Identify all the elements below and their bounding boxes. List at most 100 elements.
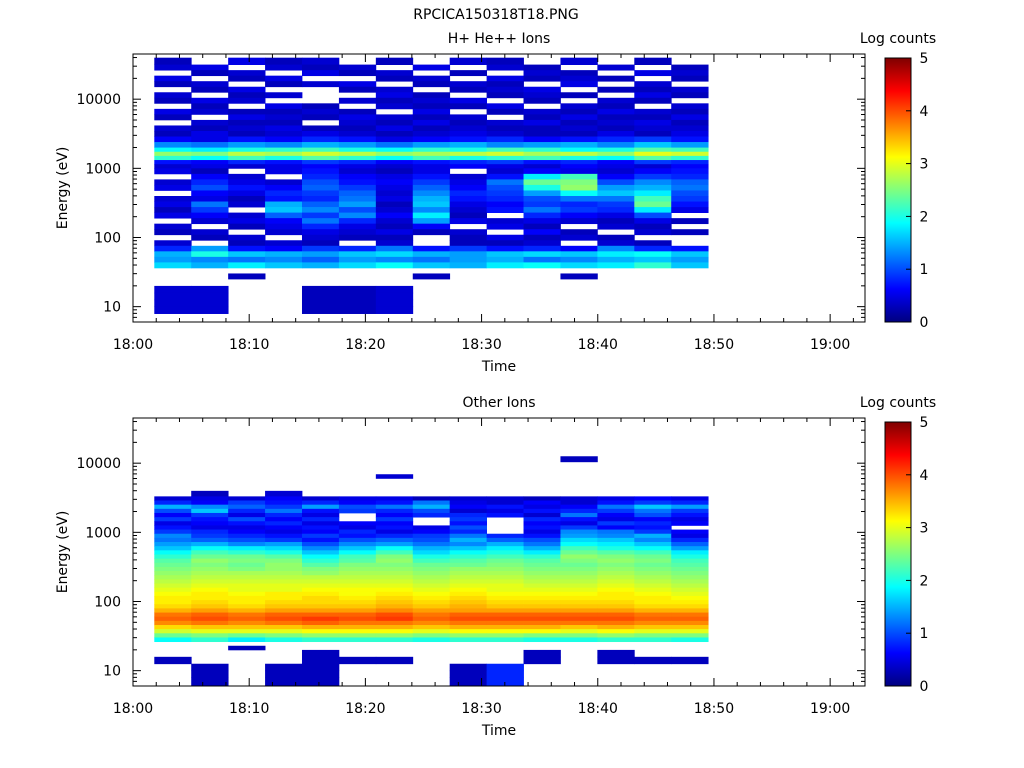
heatmap-cell [301, 218, 340, 225]
heatmap-cell [338, 616, 377, 622]
heatmap-cell [449, 670, 487, 678]
heatmap-cell [301, 173, 340, 180]
heatmap-cell [265, 595, 303, 601]
heatmap-cell [449, 57, 487, 65]
heatmap-cell [375, 256, 414, 263]
heatmap-cell [338, 587, 377, 593]
heatmap-cell [154, 75, 192, 82]
heatmap-cell [265, 114, 303, 121]
heatmap-cell [191, 147, 229, 153]
heatmap-cell [265, 92, 303, 99]
heatmap-cell [265, 164, 303, 169]
heatmap-cell [338, 86, 377, 93]
heatmap-cell [634, 57, 672, 65]
heatmap-cell [338, 179, 377, 186]
heatmap-cell [154, 142, 192, 148]
heatmap-cell [449, 142, 487, 148]
colorbar-tick-label: 3 [920, 157, 929, 173]
heatmap-cell [154, 579, 192, 584]
heatmap-cell [265, 604, 303, 609]
heatmap-cell [301, 81, 340, 88]
heatmap-cell [449, 245, 487, 252]
heatmap-cell [634, 512, 672, 518]
heatmap-cell [671, 64, 709, 71]
heatmap-cell [671, 201, 709, 208]
heatmap-cell [560, 504, 598, 510]
heatmap-cell [449, 591, 487, 597]
heatmap-cell [375, 262, 414, 269]
colorbar: 0 1 2 3 4 5 Log counts [860, 395, 936, 695]
heatmap-cell [191, 542, 229, 547]
heatmap-cell [634, 86, 672, 93]
heatmap-cell [523, 179, 561, 186]
heatmap-cell [228, 575, 266, 580]
heatmap-cell [375, 285, 414, 294]
heatmap-cell [338, 168, 377, 175]
heatmap-cell [265, 537, 303, 543]
heatmap-cell [265, 546, 303, 551]
heatmap-cell [560, 218, 598, 225]
heatmap-cell [338, 504, 377, 510]
heatmap-cell [265, 633, 303, 638]
heatmap-cell [338, 579, 377, 584]
heatmap-cell [449, 629, 487, 634]
heatmap-cell [597, 234, 635, 241]
heatmap-cell [634, 616, 672, 622]
heatmap-cell [634, 558, 672, 564]
heatmap-cell [560, 583, 598, 589]
heatmap-cell [597, 656, 635, 665]
heatmap-cell [486, 130, 524, 137]
heatmap-cell [154, 168, 192, 175]
heatmap-cell [671, 575, 709, 580]
heatmap-cell [191, 670, 229, 678]
heatmap-cell [301, 604, 340, 609]
heatmap-cell [671, 604, 709, 609]
heatmap-cell [301, 500, 340, 506]
heatmap-cell [191, 212, 229, 219]
heatmap-cell [634, 508, 672, 514]
heatmap-cell [412, 558, 451, 564]
heatmap-cell [449, 136, 487, 143]
heatmap-cell [523, 616, 561, 622]
heatmap-cell [338, 525, 377, 530]
x-axis-label: Time [481, 723, 516, 739]
heatmap-cell [671, 608, 709, 613]
heatmap-cell [191, 262, 229, 269]
heatmap-cell [228, 600, 266, 605]
heatmap-cell [671, 184, 709, 191]
heatmap-cell [191, 86, 229, 93]
heatmap-cell [634, 164, 672, 169]
heatmap-cell [412, 629, 451, 634]
heatmap-cell [449, 190, 487, 197]
heatmap-cell [486, 103, 524, 110]
x-tick-label: 18:00 [113, 337, 153, 353]
heatmap-cell [523, 637, 561, 643]
heatmap-cell [191, 190, 229, 197]
heatmap-cell [523, 566, 561, 572]
heatmap-cell [338, 306, 377, 314]
heatmap-cell [597, 160, 635, 165]
heatmap-cell [597, 86, 635, 93]
heatmap-cell [523, 108, 561, 115]
heatmap-cell [375, 512, 414, 518]
heatmap-cell [412, 92, 451, 99]
heatmap-cell [597, 251, 635, 258]
heatmap-cell [634, 546, 672, 551]
heatmap-cell [375, 70, 414, 77]
heatmap-cell [671, 550, 709, 555]
heatmap-cell [486, 587, 524, 593]
heatmap-cell [375, 119, 414, 126]
heatmap-cell [191, 612, 229, 618]
heatmap-cell [560, 587, 598, 593]
heatmap-cell [486, 625, 524, 630]
heatmap-cell [301, 558, 340, 564]
heatmap-cell [265, 251, 303, 258]
heatmap-cell [338, 262, 377, 269]
heatmap-cell [486, 670, 524, 678]
heatmap-cell [449, 663, 487, 672]
heatmap-cell [338, 521, 377, 526]
x-axis: 18:00 18:10 18:20 18:30 18:40 18:50 19:00 [113, 418, 854, 717]
heatmap-cell [671, 103, 709, 110]
heatmap-cell [301, 525, 340, 530]
heatmap-cell [191, 490, 229, 497]
